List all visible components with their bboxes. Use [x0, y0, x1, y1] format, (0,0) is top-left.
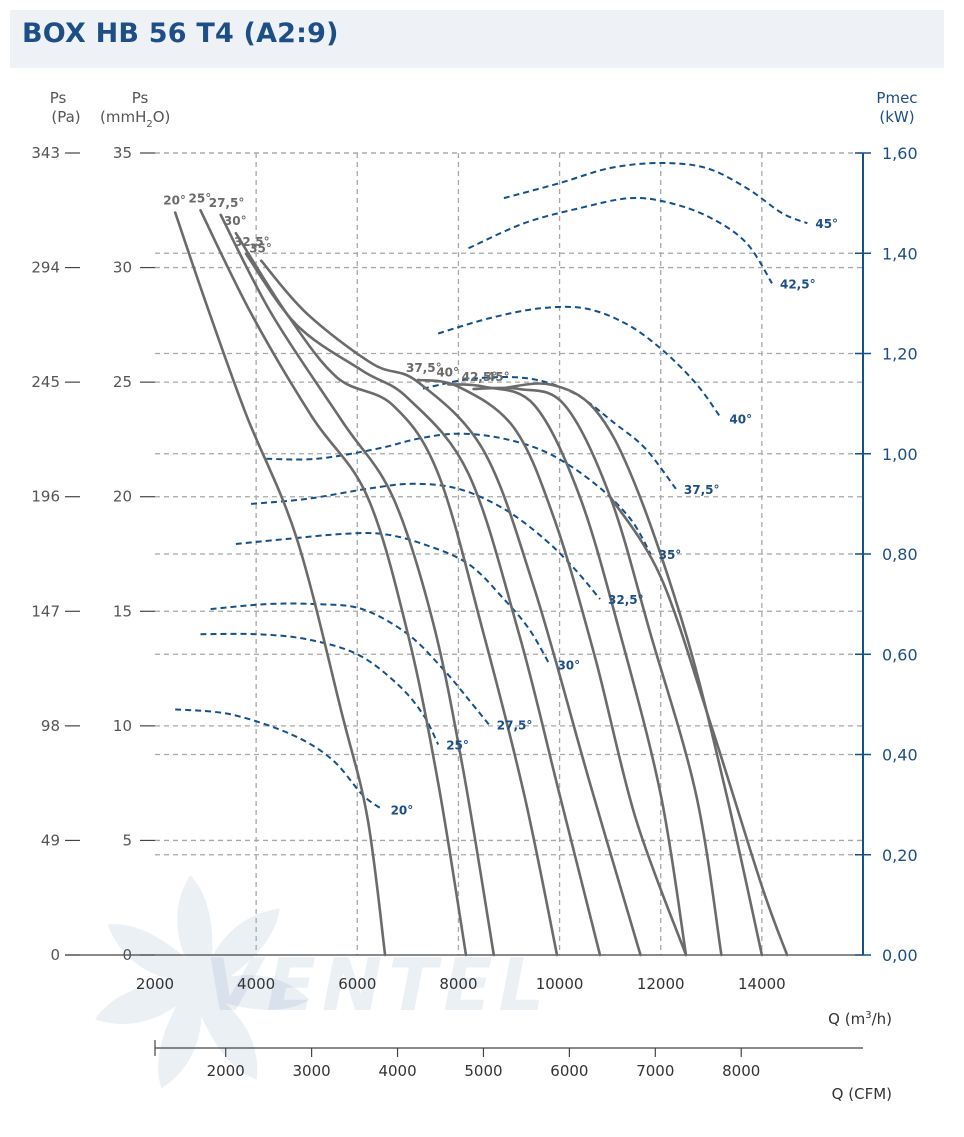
power-axis-unit: (kW) — [879, 108, 914, 126]
mm-tick-label: 10 — [113, 717, 132, 735]
mm-tick-label: 5 — [122, 831, 132, 849]
power-tick-label: 1,60 — [882, 144, 918, 163]
pressure-curve-label: 32,5° — [234, 235, 270, 249]
cfm-tick-label: 8000 — [722, 1062, 760, 1080]
fan-blade — [200, 908, 280, 993]
fan-blade — [177, 875, 213, 985]
pressure-curve-label: 40° — [436, 365, 459, 379]
cfm-tick-label: 2000 — [207, 1062, 245, 1080]
power-curve-label: 27,5° — [497, 718, 533, 732]
fan-blade — [190, 984, 258, 1080]
title-bar: BOX HB 56 T4 (A2:9) — [10, 10, 944, 68]
fan-blade — [197, 975, 310, 1010]
pa-tick-label: 343 — [31, 144, 60, 162]
power-curve-0 — [175, 708, 384, 811]
cfm-tick-label: 5000 — [464, 1062, 502, 1080]
cfm-tick-label: 6000 — [550, 1062, 588, 1080]
pressure-curve-label: 27,5° — [209, 196, 245, 210]
x-tick-label: 6000 — [338, 975, 376, 993]
pa-axis-unit: (Pa) — [51, 108, 80, 126]
mm-tick-label: 25 — [113, 373, 132, 391]
power-curve-8 — [468, 196, 773, 284]
cfm-tick-label: 7000 — [636, 1062, 674, 1080]
power-tick-label: 0,80 — [882, 545, 918, 564]
mm-axis-title: Ps — [132, 89, 149, 107]
x-tick-label: 12000 — [637, 975, 685, 993]
power-curve-9 — [503, 161, 808, 225]
power-curve-3 — [235, 532, 551, 665]
pressure-curve-9 — [497, 382, 764, 957]
fan-blade — [95, 975, 200, 1025]
power-tick-label: 1,20 — [882, 345, 918, 364]
pressure-curve-4 — [244, 252, 602, 957]
pa-tick-label: 0 — [50, 946, 60, 964]
x-tick-label: 2000 — [136, 975, 174, 993]
pa-tick-label: 196 — [31, 488, 60, 506]
x-tick-label: 10000 — [536, 975, 584, 993]
power-tick-label: 1,00 — [882, 445, 918, 464]
pressure-curve-label: 37,5° — [406, 361, 442, 375]
grid-layer — [155, 152, 863, 955]
power-curve-5 — [266, 432, 652, 555]
chart-title: BOX HB 56 T4 (A2:9) — [22, 18, 339, 49]
mm-tick-label: 20 — [113, 488, 132, 506]
pressure-curve-0 — [173, 211, 387, 957]
pressure-curve-label: 20° — [163, 194, 186, 208]
pressure-curve-label: 30° — [224, 214, 247, 228]
power-curve-label: 37,5° — [684, 483, 720, 497]
logo-text: VENTEL — [205, 943, 550, 1027]
power-tick-label: 0,20 — [882, 846, 918, 865]
pressure-curve-8 — [472, 386, 723, 957]
x-tick-label: 4000 — [237, 975, 275, 993]
power-curve-label: 40° — [729, 413, 752, 427]
power-curve-label: 35° — [659, 548, 682, 562]
power-curve-label: 42,5° — [780, 277, 816, 291]
power-tick-label: 0,00 — [882, 946, 918, 965]
power-curve-7 — [437, 305, 723, 420]
mm-tick-label: 35 — [113, 144, 132, 162]
pressure-curve-6 — [416, 378, 688, 957]
curve-labels: 20°25°27,5°30°32,5°35°37,5°40°42,5°45°20… — [163, 191, 838, 817]
power-tick-label: 1,40 — [882, 244, 918, 263]
cfm-axis-title: Q (CFM) — [832, 1085, 892, 1103]
pa-tick-label: 147 — [31, 602, 60, 620]
power-curve-2 — [210, 602, 490, 726]
power-tick-label: 0,60 — [882, 645, 918, 664]
power-axis-title: Pmec — [876, 89, 917, 107]
pressure-curve-3 — [234, 231, 559, 957]
pressure-curve-label: 25° — [189, 191, 212, 205]
power-curve-label: 30° — [557, 658, 580, 672]
pressure-curve-label: 42,5° — [462, 370, 498, 384]
power-curve-label: 20° — [391, 804, 414, 818]
cfm-tick-label: 4000 — [378, 1062, 416, 1080]
x-tick-label: 14000 — [738, 975, 786, 993]
pressure-curve-10 — [608, 495, 789, 957]
power-curve-1 — [200, 632, 440, 745]
pressure-curve-1 — [199, 209, 468, 957]
mm-axis-unit: (mmH2O) — [100, 108, 170, 130]
power-curve-label: 25° — [446, 738, 469, 752]
power-curve-label: 32,5° — [608, 593, 644, 607]
x-axis-title: Q (m3/h) — [828, 1010, 892, 1028]
pressure-curves — [173, 209, 789, 957]
power-curve-label: 45° — [815, 217, 838, 231]
mm-tick-label: 15 — [113, 602, 132, 620]
pressure-curve-label: 45° — [487, 370, 510, 384]
cfm-tick-label: 3000 — [293, 1062, 331, 1080]
fan-blade — [158, 980, 202, 1089]
power-tick-label: 0,40 — [882, 746, 918, 765]
pa-tick-label: 49 — [41, 831, 60, 849]
pa-tick-label: 294 — [31, 259, 60, 277]
mm-tick-label: 30 — [113, 259, 132, 277]
pressure-curve-2 — [219, 213, 496, 957]
pressure-curve-label: 35° — [249, 242, 272, 256]
pa-tick-label: 245 — [31, 373, 60, 391]
pressure-curve-5 — [259, 259, 642, 957]
pa-tick-label: 98 — [41, 717, 60, 735]
mm-tick-label: 0 — [122, 946, 132, 964]
pa-axis-title: Ps — [50, 89, 67, 107]
x-tick-label: 8000 — [439, 975, 477, 993]
axes-layer: 343 294 245 196 147 98 49 0 0 5 10 15 20 25 30 35 0,00 0,… — [31, 89, 917, 1103]
